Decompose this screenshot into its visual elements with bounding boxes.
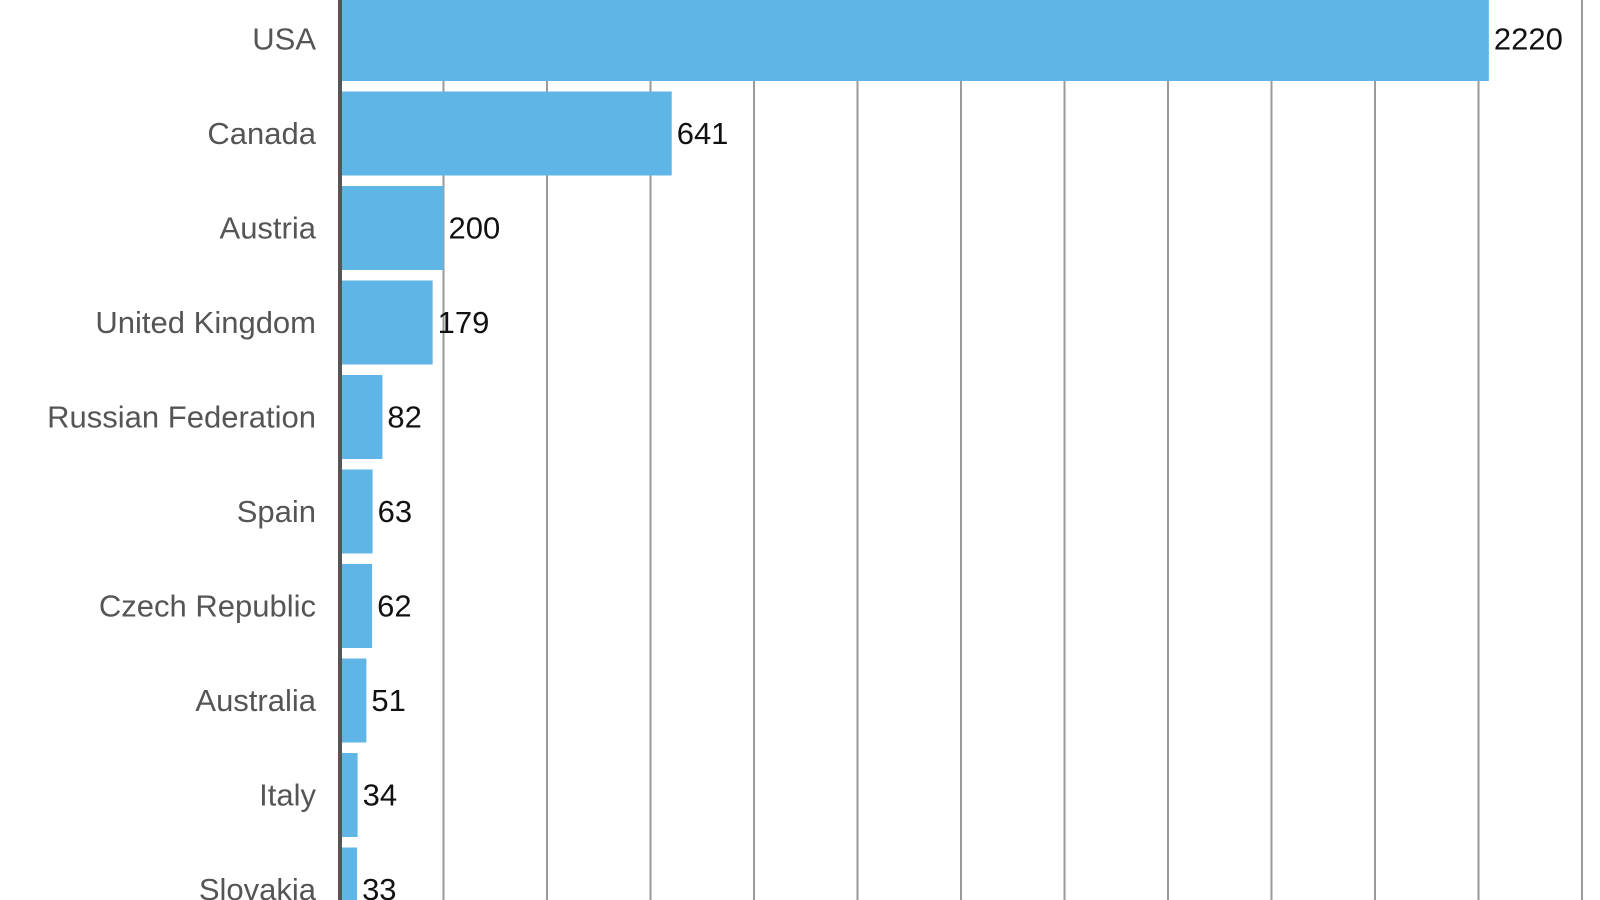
value-label-slovakia: 33 (362, 872, 396, 900)
value-label-spain: 63 (378, 494, 412, 529)
bar-spain (340, 469, 373, 554)
value-label-czech-republic: 62 (377, 589, 411, 624)
bar-italy (340, 753, 358, 837)
bar-russian-federation (340, 375, 383, 459)
category-label-usa: USA (252, 22, 316, 57)
category-labels: USA Canada Austria United Kingdom Russian Fe… (47, 22, 317, 900)
bar-australia (340, 658, 367, 743)
category-label-spain: Spain (237, 494, 316, 529)
category-label-russian-federation: Russian Federation (47, 400, 316, 435)
bar-austria (340, 186, 444, 270)
value-labels: 2220 641 200 179 82 63 62 51 34 33 (362, 22, 1563, 900)
category-label-italy: Italy (259, 778, 316, 813)
category-label-united-kingdom: United Kingdom (95, 305, 316, 340)
value-label-united-kingdom: 179 (438, 305, 490, 340)
value-label-italy: 34 (363, 778, 397, 813)
category-label-canada: Canada (207, 116, 316, 151)
value-label-australia: 51 (371, 683, 405, 718)
bar-slovakia (340, 847, 358, 900)
category-label-austria: Austria (220, 211, 317, 246)
bar-czech-republic (340, 564, 373, 648)
value-label-russian-federation: 82 (387, 400, 421, 435)
category-label-slovakia: Slovakia (199, 872, 317, 900)
bars (340, 0, 1489, 900)
bar-canada (340, 91, 672, 176)
bar-usa (340, 0, 1489, 81)
bar-united-kingdom (340, 280, 433, 365)
category-label-czech-republic: Czech Republic (99, 589, 316, 624)
category-label-australia: Australia (195, 683, 316, 718)
value-label-austria: 200 (449, 211, 501, 246)
value-label-canada: 641 (677, 116, 729, 151)
value-label-usa: 2220 (1494, 22, 1563, 57)
